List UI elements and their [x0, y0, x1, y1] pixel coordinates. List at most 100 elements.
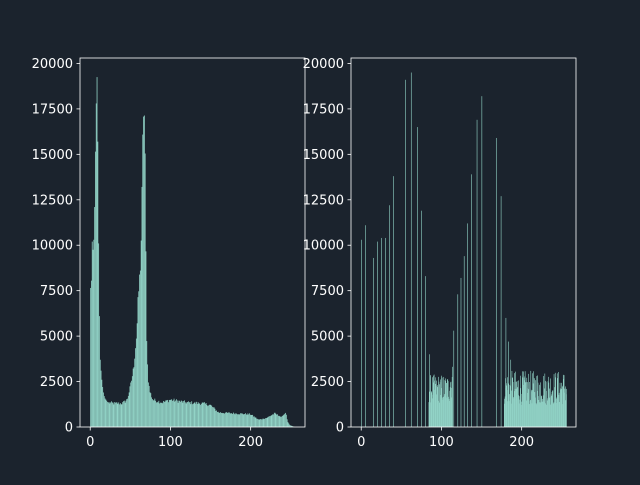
histogram-bar: [129, 392, 130, 427]
histogram-bar: [263, 418, 264, 427]
histogram-bar: [247, 415, 248, 427]
histogram-bar: [154, 400, 155, 427]
histogram-bar: [173, 400, 174, 427]
histogram-bar: [178, 401, 179, 427]
histogram-bar: [195, 404, 196, 427]
histogram-bar: [149, 386, 150, 427]
histogram-bar: [200, 405, 201, 427]
x-tick-label: 0: [86, 435, 94, 450]
histogram-bar: [116, 402, 117, 427]
histogram-bar: [134, 359, 135, 427]
histogram-bar: [243, 414, 244, 427]
histogram-bar: [247, 413, 248, 427]
histogram-bar: [96, 103, 97, 427]
histogram-bar: [174, 399, 175, 427]
histogram-bar: [146, 341, 147, 427]
histogram-bar: [182, 403, 183, 427]
y-tick-label: 15000: [303, 148, 344, 163]
histogram-bar: [158, 401, 159, 427]
histogram-bar: [240, 413, 241, 427]
histogram-bar: [220, 412, 221, 427]
histogram-bar: [159, 403, 160, 427]
histogram-bar: [193, 404, 194, 427]
histogram-bar: [133, 369, 134, 427]
histogram-bar: [250, 415, 251, 427]
histogram-bar: [273, 414, 274, 427]
histogram-bar: [214, 407, 215, 427]
histogram-bar: [104, 396, 105, 427]
histogram-bar: [207, 406, 208, 427]
histogram-bar: [146, 251, 147, 427]
y-tick-label: 0: [65, 421, 73, 436]
y-tick-label: 0: [336, 421, 344, 436]
histogram-spike: [365, 225, 366, 427]
histogram-spike: [496, 138, 497, 427]
histogram-bar: [268, 417, 269, 427]
histogram-bar: [184, 400, 185, 427]
histogram-bar: [118, 404, 119, 427]
histogram-spike: [464, 256, 465, 427]
histogram-bar: [134, 367, 135, 427]
histogram-bar: [265, 418, 266, 427]
histogram-bar: [252, 415, 253, 427]
histogram-bar: [169, 400, 170, 427]
histogram-bar: [190, 404, 191, 427]
histogram-bar: [227, 413, 228, 427]
histogram-bar: [105, 398, 106, 427]
histogram-bar: [188, 401, 189, 427]
y-tick-label: 17500: [32, 102, 73, 117]
histogram-bar: [280, 416, 281, 427]
y-tick-label: 7500: [40, 284, 73, 299]
y-tick-label: 5000: [311, 330, 344, 345]
histogram-bar: [162, 403, 163, 427]
histogram-bar: [110, 402, 111, 427]
histogram-bar: [241, 413, 242, 427]
histogram-spike: [457, 294, 458, 427]
histogram-bar: [227, 413, 228, 427]
x-tick-label: 200: [509, 435, 534, 450]
histogram-bar: [274, 413, 275, 427]
histogram-bar: [199, 403, 200, 427]
histogram-bar: [209, 405, 210, 427]
histogram-bar: [226, 412, 227, 427]
histogram-bar: [119, 404, 120, 427]
histogram-bar: [101, 371, 102, 427]
histogram-bar: [277, 414, 278, 427]
histogram-bar: [178, 403, 179, 427]
histogram-bar: [211, 406, 212, 427]
histogram-bar: [105, 400, 106, 427]
histogram-bar: [97, 77, 98, 427]
histogram-bar: [285, 413, 286, 427]
histogram-bar: [168, 402, 169, 427]
histogram-bar: [98, 243, 99, 427]
histogram-bar: [235, 414, 236, 427]
histogram-bar: [106, 401, 107, 427]
histogram-bar: [166, 400, 167, 427]
histogram-bar: [210, 405, 211, 427]
histogram-bar: [153, 400, 154, 427]
histogram-bar: [196, 402, 197, 427]
histogram-bar: [170, 400, 171, 427]
histogram-bar: [254, 416, 255, 427]
histogram-bar: [255, 418, 256, 427]
histogram-bar: [246, 414, 247, 427]
histogram-bar: [251, 415, 252, 427]
x-tick-label: 100: [429, 435, 454, 450]
histogram-bar: [100, 360, 101, 427]
histogram-bar: [148, 382, 149, 427]
histogram-bar: [114, 402, 115, 427]
histogram-bar: [222, 413, 223, 427]
histogram-bar: [232, 414, 233, 427]
histogram-bar: [257, 419, 258, 427]
histogram-bar: [107, 402, 108, 427]
histogram-bar: [117, 403, 118, 427]
histogram-bar: [125, 403, 126, 427]
histogram-bar: [93, 250, 94, 427]
histogram-bar: [223, 413, 224, 427]
histogram-bar: [204, 402, 205, 427]
histogram-bar: [144, 116, 145, 427]
y-tick-label: 17500: [303, 102, 344, 117]
histogram-bar: [266, 418, 267, 427]
